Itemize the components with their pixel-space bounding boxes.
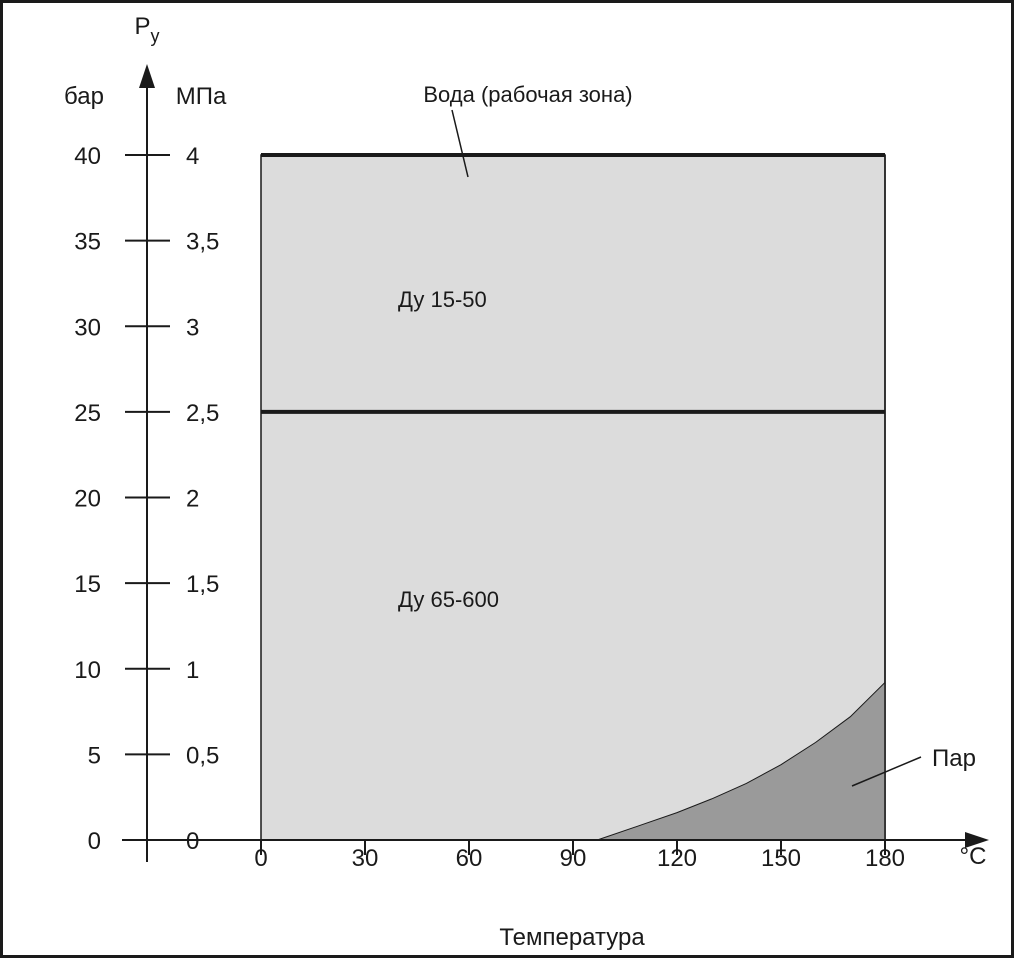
y-tick-label-mpa: 4 bbox=[186, 143, 199, 170]
y-tick-label-bar: 25 bbox=[74, 400, 101, 427]
y-axis-arrow-icon bbox=[139, 64, 155, 88]
y-tick-label-bar: 10 bbox=[74, 657, 101, 684]
x-tick-label: 120 bbox=[657, 845, 697, 872]
working-zone-area bbox=[260, 154, 886, 841]
steam-label: Пар bbox=[932, 745, 976, 772]
y-tick-label-bar: 30 bbox=[74, 314, 101, 341]
y-tick-label-mpa: 1,5 bbox=[186, 571, 219, 598]
y-tick-label-mpa: 2 bbox=[186, 486, 199, 513]
y-tick-label-mpa: 0 bbox=[186, 828, 199, 855]
y-unit-mpa: МПа bbox=[176, 83, 227, 110]
y-tick-label-bar: 15 bbox=[74, 571, 101, 598]
y-tick-label-bar: 40 bbox=[74, 143, 101, 170]
y-tick-label-bar: 20 bbox=[74, 486, 101, 513]
x-tick-label: 60 bbox=[456, 845, 483, 872]
x-tick-label: 30 bbox=[352, 845, 379, 872]
y-tick-label-mpa: 1 bbox=[186, 657, 199, 684]
y-tick-label-bar: 35 bbox=[74, 229, 101, 256]
x-tick-label: 180 bbox=[865, 845, 905, 872]
x-unit: °C bbox=[960, 843, 987, 870]
region-label-dn65-600: Ду 65-600 bbox=[398, 587, 499, 612]
water-zone-annotation: Вода (рабочая зона) bbox=[423, 82, 632, 107]
x-axis-label: Температура bbox=[499, 924, 645, 951]
region-label-dn15-50: Ду 15-50 bbox=[398, 287, 487, 312]
y-tick-label-mpa: 3,5 bbox=[186, 229, 219, 256]
y-tick-label-mpa: 2,5 bbox=[186, 400, 219, 427]
y-axis-symbol-subscript: у bbox=[151, 26, 160, 46]
y-tick-label-bar: 0 bbox=[88, 828, 101, 855]
y-tick-label-bar: 5 bbox=[88, 742, 101, 769]
y-tick-label-mpa: 0,5 bbox=[186, 742, 219, 769]
x-axis-arrow-icon bbox=[965, 832, 989, 848]
y-unit-bar: бар bbox=[64, 83, 104, 110]
x-tick-label: 90 bbox=[560, 845, 587, 872]
x-tick-label: 0 bbox=[254, 845, 267, 872]
water-zone-leader bbox=[451, 109, 469, 178]
y-axis-symbol: Pу bbox=[134, 13, 159, 46]
x-tick-label: 150 bbox=[761, 845, 801, 872]
y-tick-label-mpa: 3 bbox=[186, 314, 199, 341]
steam-leader bbox=[851, 756, 922, 787]
